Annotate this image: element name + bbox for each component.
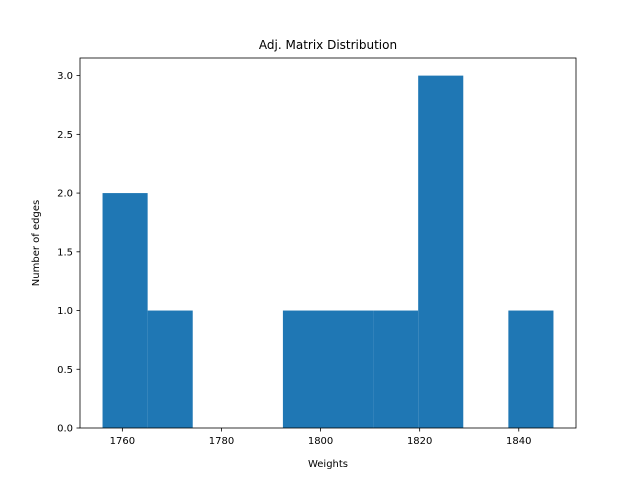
bar-1 xyxy=(147,310,193,428)
y-tick-label: 1.5 xyxy=(57,247,73,258)
y-tick-label: 0.5 xyxy=(57,365,73,376)
bar-9 xyxy=(508,310,554,428)
bar-6 xyxy=(373,310,419,428)
x-tick-label: 1760 xyxy=(110,436,135,447)
y-tick-label: 2.0 xyxy=(57,189,73,200)
x-axis: 1760 1780 1800 1820 1840 xyxy=(110,428,531,447)
chart-title: Adj. Matrix Distribution xyxy=(259,38,397,52)
y-tick-label: 3.0 xyxy=(57,71,73,82)
x-axis-label: Weights xyxy=(308,459,348,470)
plot-frame xyxy=(79,57,577,429)
bar-7 xyxy=(418,75,464,428)
y-axis: 0.0 0.5 1.0 1.5 2.0 2.5 3.0 xyxy=(57,71,80,435)
x-tick-label: 1820 xyxy=(407,436,432,447)
x-tick-label: 1780 xyxy=(209,436,234,447)
y-tick-label: 2.5 xyxy=(57,130,73,141)
x-tick-label: 1840 xyxy=(506,436,531,447)
y-axis-label: Number of edges xyxy=(31,200,42,286)
bar-5 xyxy=(328,310,374,428)
y-tick-label: 0.0 xyxy=(57,424,73,435)
bar-0 xyxy=(102,193,148,428)
y-tick-label: 1.0 xyxy=(57,306,73,317)
bar-4 xyxy=(282,310,328,428)
bars-group xyxy=(102,75,554,428)
x-tick-label: 1800 xyxy=(308,436,333,447)
